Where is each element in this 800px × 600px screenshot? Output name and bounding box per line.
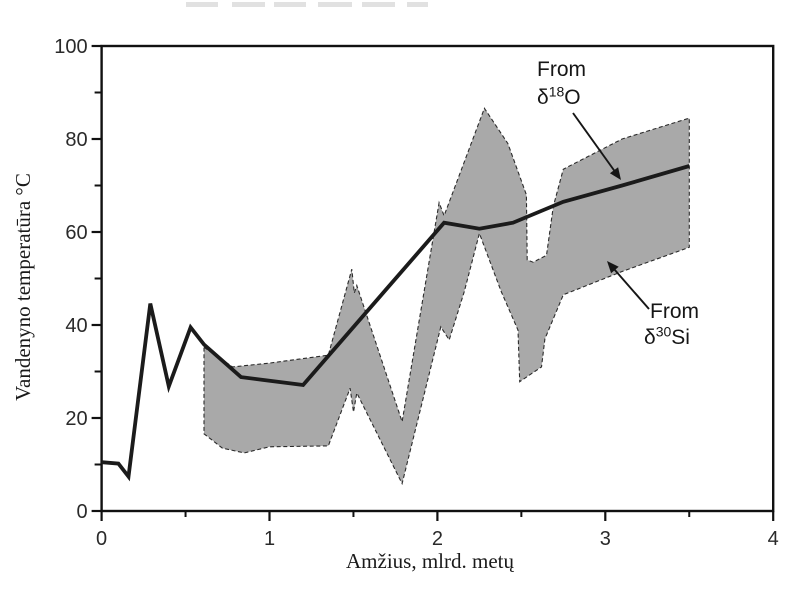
band-delta30Si [203,107,690,486]
y-tick-label: 40 [65,315,87,337]
annotation-arrowhead [607,261,619,274]
annotation-isotope: δ18O [537,84,581,110]
line-delta18O [101,164,690,482]
x-tick-label: 3 [600,528,611,550]
annotation-arrow-shaft [572,112,616,173]
artifact-bar [318,2,352,7]
annotation-isotope: δ30Si [644,324,690,350]
x-tick-label: 4 [768,528,779,550]
x-tick-label: 0 [96,528,107,550]
artifact-bar [274,2,306,7]
y-tick-label: 100 [54,36,87,58]
annotation-word: From [537,58,586,81]
cropped-text-artifact [186,2,428,7]
artifact-bar [186,2,218,7]
label-from-delta18O: From δ18O [537,58,621,180]
y-tick-label: 80 [65,129,87,151]
annotation-arrowhead [609,167,621,180]
y-axis-title: Vandenyno temperatūra °C [11,173,35,401]
y-tick-label: 0 [76,501,87,523]
annotation-arrow-shaft [612,267,650,310]
annotation-word: From [650,300,699,323]
x-axis-title: Amžius, mlrd. metų [346,549,514,573]
y-tick-label: 60 [65,222,87,244]
artifact-bar [232,2,265,7]
artifact-bar [407,2,428,7]
y-tick-label: 20 [65,408,87,430]
artifact-bar [362,2,395,7]
x-tick-label: 1 [264,528,275,550]
x-tick-label: 2 [432,528,443,550]
